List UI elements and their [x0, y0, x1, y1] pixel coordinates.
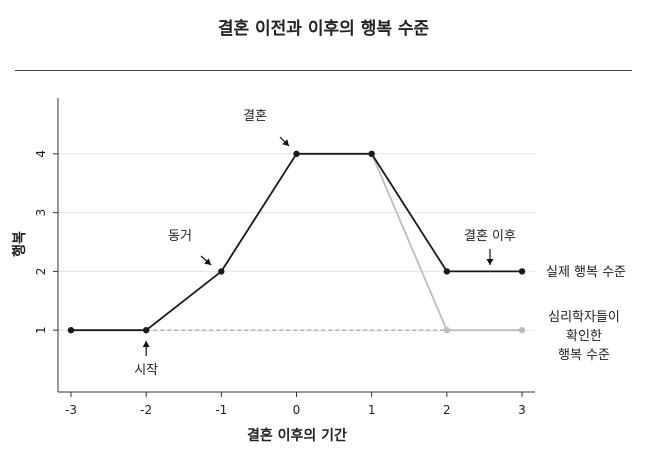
data-point: [368, 150, 375, 157]
y-tick-label: 4: [34, 150, 48, 158]
title-divider: [15, 70, 632, 71]
data-point: [293, 150, 300, 157]
annotation-arrowhead: [282, 139, 289, 146]
axes: [57, 98, 535, 393]
series-label-psychologist: 확인한: [566, 329, 602, 344]
series-label-actual: 실제 행복 수준: [546, 264, 626, 280]
y-tick-label: 3: [34, 209, 48, 217]
x-axis-label: 결혼 이후의 기간: [247, 427, 347, 444]
series-line-0: [71, 152, 522, 332]
data-point: [443, 268, 451, 275]
annotation-cohabit: 동거: [168, 229, 192, 244]
annotation-arrowhead: [204, 258, 211, 265]
tick-labels: 1 2 3 4 -3 -2 -1 0 1 2 3: [34, 150, 526, 417]
x-tick-label: -1: [215, 403, 227, 417]
x-tick-label: 2: [443, 403, 451, 417]
annotation-arrowhead: [486, 259, 494, 265]
annotation-start: 시작: [134, 363, 158, 378]
series-lines: [71, 152, 522, 332]
data-point: [142, 327, 150, 334]
data-point: [518, 268, 526, 275]
data-point-gray: [518, 327, 526, 334]
x-tick-label: 3: [518, 403, 526, 417]
x-tick-label: 1: [368, 403, 376, 417]
data-points: [67, 150, 526, 334]
chart-title: 결혼 이전과 이후의 행복 수준: [217, 19, 430, 39]
data-point: [218, 268, 225, 275]
data-point-gray: [443, 327, 451, 334]
x-tick-label: -3: [65, 403, 77, 417]
series-label-psychologist: 심리학자들이: [548, 310, 620, 325]
annotation-marriage: 결혼: [243, 109, 267, 124]
series-label-psychologist: 행복 수준: [558, 347, 610, 363]
data-point: [67, 327, 75, 334]
annotation-arrowhead: [142, 341, 150, 347]
y-tick-label: 1: [34, 326, 48, 334]
y-tick-label: 2: [34, 268, 48, 276]
annotation-after-marriage: 결혼 이후: [464, 229, 516, 244]
x-tick-label: -2: [140, 403, 152, 417]
y-axis-label: 행복: [12, 231, 28, 257]
x-tick-label: 0: [293, 403, 301, 417]
